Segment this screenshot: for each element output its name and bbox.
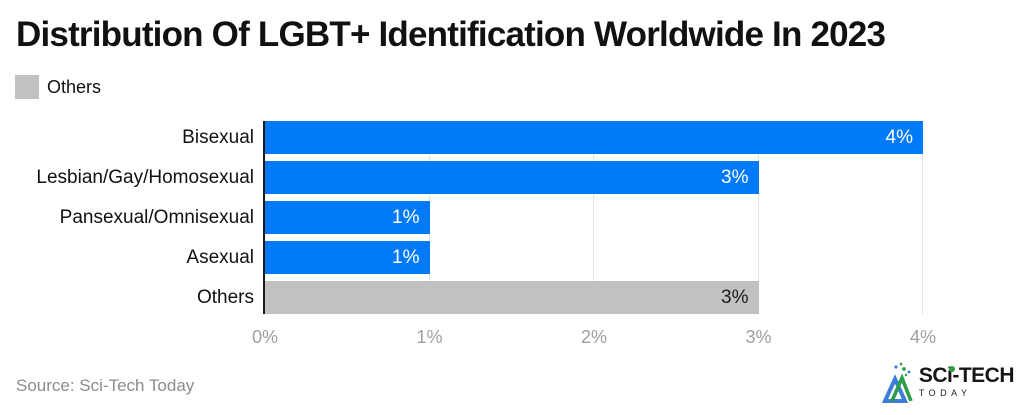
category-label: Lesbian/Gay/Homosexual — [36, 166, 254, 188]
bar-track: 1% — [265, 241, 923, 274]
bar-rows: Bisexual 4% Lesbian/Gay/Homosexual 3% Pansex… — [16, 121, 923, 314]
bar-row: Others 3% — [16, 281, 923, 314]
x-tick-label: 0% — [251, 327, 279, 347]
logo-name: SCi-TECH — [918, 364, 1015, 387]
gridline — [922, 121, 923, 314]
legend-label-others: Others — [47, 76, 102, 97]
bar-track: 1% — [265, 201, 923, 234]
bar-row: Lesbian/Gay/Homosexual 3% — [16, 161, 923, 194]
chart-title: Distribution Of LGBT+ Identification Wor… — [16, 15, 886, 54]
x-tick-label: 1% — [416, 327, 443, 347]
category-label: Others — [196, 286, 254, 308]
bar-row: Bisexual 4% — [16, 121, 923, 154]
bar-bisexual[interactable]: 4% — [265, 121, 923, 154]
x-tick-label: 2% — [580, 327, 608, 347]
gridline — [757, 121, 759, 314]
bar-track: 3% — [265, 281, 923, 314]
bar-value-label: 4% — [885, 126, 913, 148]
bar-row: Pansexual/Omnisexual 1% — [16, 201, 923, 234]
bar-value-label: 1% — [392, 206, 420, 228]
category-label: Asexual — [186, 246, 254, 268]
source-note: Source: Sci-Tech Today — [16, 376, 195, 395]
logo-text-block: SCi-TECH TODAY — [918, 364, 1015, 399]
bar-row: Asexual 1% — [16, 241, 923, 274]
legend-swatch-others — [15, 75, 39, 99]
category-label: Bisexual — [182, 126, 254, 148]
gridline — [593, 121, 594, 314]
bar-lesbian-gay-homosexual[interactable]: 3% — [265, 161, 759, 194]
logo-i-dot — [948, 366, 955, 372]
bar-chart: Bisexual 4% Lesbian/Gay/Homosexual 3% Pansex… — [16, 121, 936, 347]
legend: Others — [15, 75, 101, 99]
category-label: Pansexual/Omnisexual — [59, 206, 254, 228]
scitech-logo: SCi-TECH TODAY — [881, 361, 1015, 403]
bar-track: 4% — [265, 121, 923, 154]
x-axis: 0% 1% 2% 3% 4% — [252, 327, 936, 349]
x-tick-label: 3% — [745, 327, 772, 347]
bar-track: 3% — [265, 161, 923, 194]
x-tick-label: 4% — [909, 327, 937, 347]
mountain-logo-icon — [881, 362, 913, 403]
logo-subtext: TODAY — [918, 388, 972, 398]
bar-asexual[interactable]: 1% — [265, 241, 430, 274]
bar-value-label: 3% — [721, 286, 749, 308]
bar-others[interactable]: 3% — [265, 281, 759, 314]
bar-pansexual-omnisexual[interactable]: 1% — [265, 201, 430, 234]
bar-value-label: 3% — [721, 166, 749, 188]
bar-value-label: 1% — [392, 246, 420, 268]
